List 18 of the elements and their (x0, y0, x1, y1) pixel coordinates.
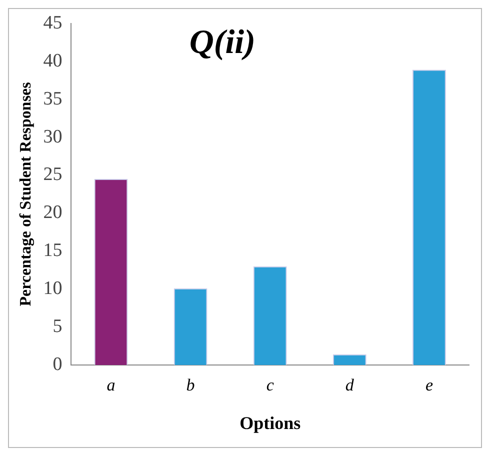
x-tick-label: a (106, 376, 116, 395)
y-tick-label: 10 (43, 278, 62, 300)
y-tick-label: 40 (43, 50, 62, 72)
x-tick-label: b (186, 376, 195, 395)
y-tick-label: 25 (43, 164, 62, 186)
chart-title: Q(ii) (189, 24, 256, 62)
x-tick-label: c (266, 376, 274, 395)
y-tick-label: 45 (43, 12, 62, 34)
x-tick-label: d (345, 376, 354, 395)
y-tick-label: 5 (52, 316, 62, 338)
y-tick-label: 30 (43, 126, 62, 148)
y-tick-label: 0 (52, 354, 62, 375)
y-tick-label: 20 (43, 202, 62, 224)
y-tick-label: 35 (43, 88, 62, 110)
y-axis-title: Percentage of Student Responses (18, 82, 35, 306)
x-axis-title: Options (240, 412, 301, 433)
y-tick-label: 15 (43, 240, 62, 262)
x-tick-label: e (425, 376, 434, 395)
